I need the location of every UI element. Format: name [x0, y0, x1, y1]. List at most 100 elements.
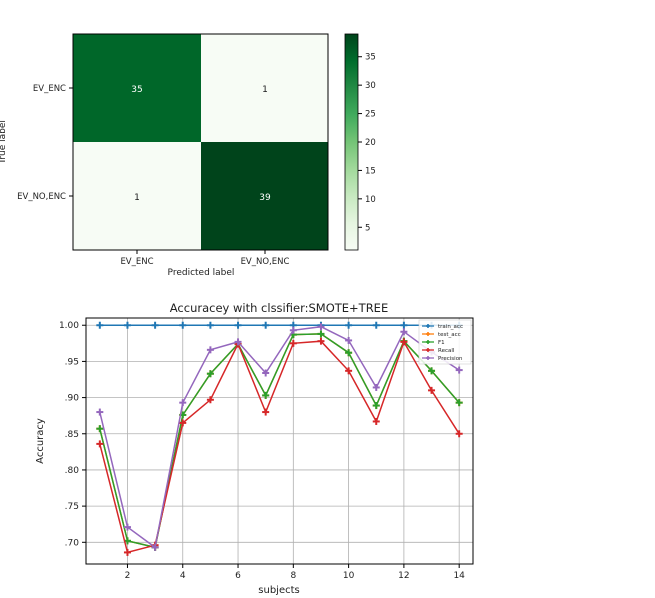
y-tick-label: .95	[65, 357, 79, 367]
cm-cell-noenc-noenc	[201, 142, 328, 250]
data-point-train-acc	[151, 321, 159, 329]
legend-item-f1: F1	[422, 340, 445, 346]
legend-label: train_acc	[438, 324, 463, 330]
x-tick-label: 2	[125, 571, 131, 581]
data-point-precision	[317, 323, 325, 331]
colorbar-tick-label: 25	[365, 110, 376, 120]
series-line-recall	[99, 340, 460, 554]
data-point-f1	[455, 399, 463, 407]
cm-row-label: EV_NO,ENC	[17, 192, 66, 202]
colorbar: 5 10 15 20 25 30 35	[344, 33, 376, 251]
data-point-f1	[96, 425, 104, 433]
colorbar-tick-label: 20	[365, 138, 376, 148]
series-train-acc	[96, 321, 463, 329]
cm-frame	[72, 33, 329, 251]
data-point-train-acc	[179, 321, 187, 329]
data-point-precision	[345, 336, 353, 344]
data-point-precision	[234, 338, 242, 346]
data-point-precision	[400, 328, 408, 336]
series-precision	[96, 323, 463, 551]
data-point-recall	[400, 338, 408, 346]
series-recall	[96, 337, 463, 556]
colorbar-gradient	[344, 33, 359, 251]
cm-cell-enc-noenc	[201, 34, 328, 142]
data-point-recall	[345, 367, 353, 375]
colorbar-tick-label: 30	[365, 81, 376, 91]
data-point-train-acc	[96, 321, 104, 329]
data-point-precision	[372, 383, 380, 391]
cm-row-label: EV_ENC	[33, 84, 66, 94]
data-point-precision	[179, 399, 187, 407]
data-point-train-acc	[206, 321, 214, 329]
x-axis-label: subjects	[258, 585, 299, 596]
legend-item-test-acc: test_acc	[422, 332, 461, 338]
x-tick-label: 12	[398, 571, 409, 581]
data-point-f1	[345, 349, 353, 357]
legend-label: Precision	[438, 356, 463, 362]
legend-item-train-acc: train_acc	[422, 324, 463, 330]
legend-item-precision: Precision	[422, 356, 463, 362]
line-chart: Accuracey with clssifier:SMOTE+TREE 2 4 6 8…	[35, 301, 474, 596]
y-tick-label: .70	[65, 538, 80, 548]
data-point-precision	[96, 408, 104, 416]
data-point-train-acc	[262, 321, 270, 329]
colorbar-tick-label: 10	[365, 195, 376, 205]
data-point-f1	[428, 367, 436, 375]
axes: 2 4 6 8 10 12 14 .70 .75 .80 .85 .90 .95 1.00	[59, 321, 465, 581]
cm-ylabel: True label	[0, 120, 8, 165]
data-point-train-acc	[345, 321, 353, 329]
legend-item-recall: Recall	[422, 348, 455, 354]
cm-xlabel: Predicted label	[168, 268, 235, 278]
x-tick-label: 8	[290, 571, 296, 581]
grid	[86, 318, 473, 564]
legend-label: F1	[438, 340, 445, 346]
y-tick-label: .85	[65, 430, 79, 440]
data-point-train-acc	[123, 321, 131, 329]
confusion-matrix: 35 1 1 39 EV_ENC EV_NO,ENC EV_ENC EV_NO,…	[0, 33, 329, 278]
series-line-precision	[99, 325, 460, 549]
data-point-f1	[317, 330, 325, 338]
data-point-precision	[455, 366, 463, 374]
data-point-recall	[262, 408, 270, 416]
legend-label: Recall	[438, 348, 455, 354]
data-point-recall	[372, 417, 380, 425]
plot-frame	[85, 317, 474, 565]
cm-cell-noenc-enc	[73, 142, 201, 250]
series-f1	[96, 330, 463, 551]
data-point-f1	[372, 402, 380, 410]
data-point-recall	[317, 337, 325, 345]
series-line-f1	[99, 333, 460, 549]
y-axis-label: Accuracy	[35, 418, 46, 464]
data-point-f1	[262, 391, 270, 399]
y-tick-label: 1.00	[59, 321, 79, 331]
data-point-precision	[206, 346, 214, 354]
data-point-recall	[96, 440, 104, 448]
data-point-train-acc	[234, 321, 242, 329]
cm-cell-enc-enc	[73, 34, 201, 142]
data-point-precision	[123, 523, 131, 531]
cm-value: 39	[259, 193, 271, 203]
data-point-recall	[289, 339, 297, 347]
data-point-recall	[206, 396, 214, 404]
legend-label: test_acc	[438, 332, 461, 338]
series-group	[96, 321, 463, 556]
data-point-recall	[428, 386, 436, 394]
data-point-recall	[123, 548, 131, 556]
colorbar-tick-label: 35	[365, 53, 376, 63]
data-point-precision	[151, 543, 159, 551]
data-point-train-acc	[372, 321, 380, 329]
data-point-f1	[206, 370, 214, 378]
cm-col-label: EV_ENC	[120, 257, 153, 267]
x-tick-label: 6	[235, 571, 241, 581]
y-tick-label: .90	[65, 394, 80, 404]
colorbar-tick-label: 5	[365, 223, 370, 233]
cm-value: 1	[134, 193, 140, 203]
x-tick-label: 14	[453, 571, 465, 581]
data-point-precision	[289, 326, 297, 334]
cm-value: 1	[262, 85, 268, 95]
data-point-precision	[262, 369, 270, 377]
legend: train_acc test_acc F1 Recall Precision	[418, 319, 472, 365]
data-point-recall	[179, 419, 187, 427]
data-point-recall	[455, 430, 463, 438]
